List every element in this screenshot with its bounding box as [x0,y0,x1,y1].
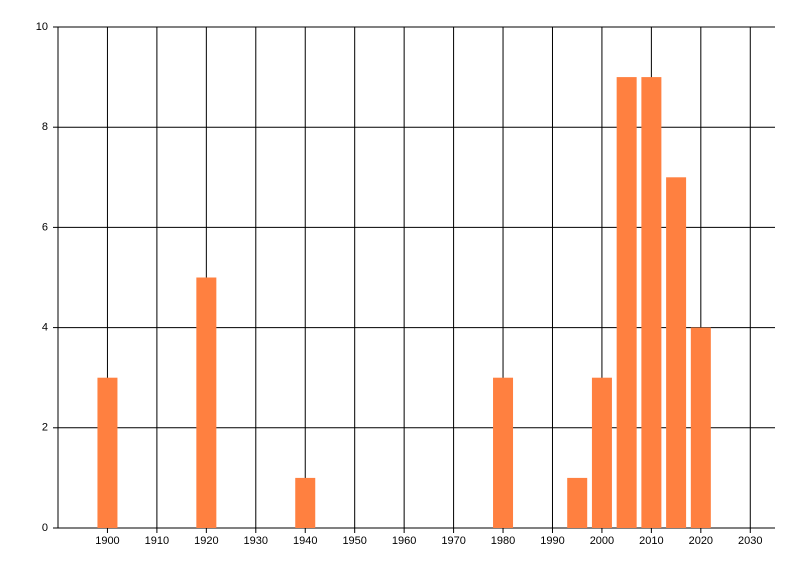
x-tick-label: 1970 [441,535,465,547]
y-tick-label: 4 [42,322,48,334]
x-tick-label: 1900 [95,535,119,547]
bar [591,377,612,528]
x-tick-label: 1980 [491,535,515,547]
y-tick-label: 0 [42,522,48,534]
bar [295,477,316,528]
x-tick-label: 2010 [639,535,663,547]
bar [97,377,118,528]
bar [616,77,637,528]
x-tick-label: 1940 [293,535,317,547]
x-tick-label: 1930 [244,535,268,547]
x-tick-label: 1910 [145,535,169,547]
bar [493,377,514,528]
bar [690,327,711,528]
y-tick-label: 8 [42,121,48,133]
bar [641,77,662,528]
bar [196,277,217,528]
x-tick-label: 1920 [194,535,218,547]
x-tick-label: 2000 [590,535,614,547]
x-tick-label: 1950 [342,535,366,547]
bar [567,477,588,528]
y-tick-label: 2 [42,422,48,434]
x-tick-label: 2030 [738,535,762,547]
x-tick-label: 2020 [689,535,713,547]
x-tick-label: 1990 [540,535,564,547]
y-tick-label: 6 [42,221,48,233]
y-tick-label: 10 [36,21,48,33]
bar [666,177,687,529]
x-tick-label: 1960 [392,535,416,547]
